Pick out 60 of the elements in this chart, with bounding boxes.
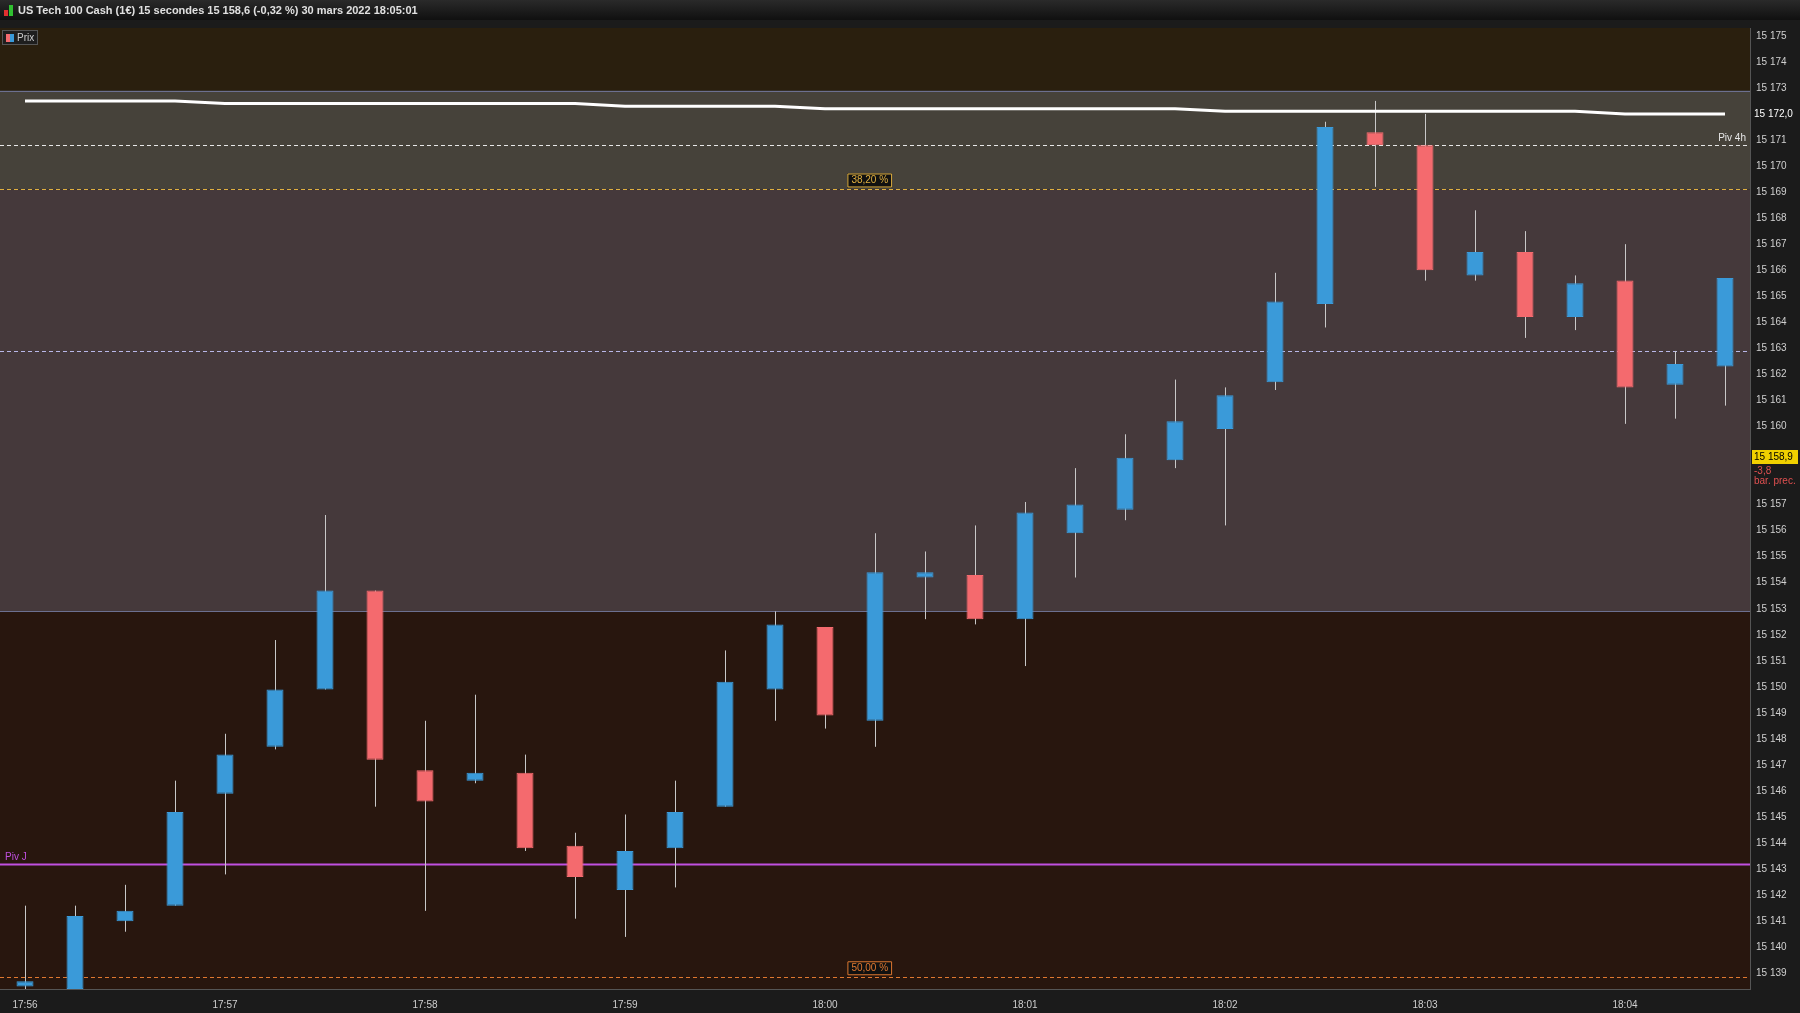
y-tick-label: 15 156 <box>1756 524 1788 536</box>
y-tick-label: 15 149 <box>1756 706 1788 718</box>
y-tick-label: 15 166 <box>1756 263 1788 275</box>
y-tick-label: 15 140 <box>1756 941 1788 953</box>
y-tick-label: 15 165 <box>1756 290 1788 301</box>
y-tick-label: 15 163 <box>1756 342 1788 354</box>
candlestick <box>1666 350 1684 420</box>
ref-line-label: Piv J <box>5 851 27 863</box>
y-tick-label: 15 155 <box>1756 550 1788 562</box>
y-tick-label: 15 170 <box>1756 159 1788 171</box>
x-tick-label: 18:04 <box>1612 998 1638 1010</box>
y-tick-label: 15 141 <box>1756 915 1788 927</box>
y-tick-label: 15 164 <box>1756 316 1788 328</box>
x-tick-label: 17:57 <box>212 998 238 1010</box>
y-tick-label: 15 161 <box>1756 394 1788 406</box>
chart-title: US Tech 100 Cash (1€) 15 secondes 15 158,6 (-0,32 %) 30 mars 2022 18:05:01 <box>18 4 418 16</box>
y-tick-label: 15 139 <box>1756 967 1788 979</box>
candlestick <box>466 694 484 784</box>
text: -3,8 <box>1754 464 1772 476</box>
candlestick <box>116 884 134 933</box>
y-tick-label: 15 152 <box>1756 628 1788 640</box>
candlestick <box>1466 209 1484 282</box>
x-tick-label: 18:00 <box>812 998 838 1010</box>
y-tick-label: 15 147 <box>1756 758 1788 770</box>
text: 15 172,0 <box>1754 107 1794 119</box>
y-tick-label: 15 148 <box>1756 732 1788 744</box>
y-tick-label: 15 151 <box>1756 654 1788 666</box>
y-tick-label: 15 167 <box>1756 237 1788 249</box>
y-tick-label: 15 154 <box>1756 576 1788 588</box>
y-tick-label: 15 171 <box>1756 133 1788 145</box>
y-tick-label: 15 175 <box>1756 29 1788 41</box>
y-tick-label: 15 157 <box>1756 498 1788 510</box>
y-tick-label: 15 145 <box>1756 810 1788 822</box>
x-tick-label: 17:59 <box>612 998 638 1010</box>
candlestick <box>16 905 34 990</box>
candlestick <box>916 550 934 620</box>
text: 15 158,9 <box>1754 450 1794 462</box>
text: bar. prec. <box>1754 474 1796 486</box>
annotation: 38,20 % <box>851 174 889 186</box>
x-tick-label: 18:03 <box>1412 998 1438 1010</box>
y-tick-label: 15 174 <box>1756 55 1788 67</box>
y-tick-label: 15 173 <box>1756 81 1788 93</box>
annotation: 50,00 % <box>851 962 889 974</box>
y-tick-label: 15 169 <box>1756 185 1788 197</box>
y-tick-label: 15 144 <box>1756 836 1788 848</box>
candlestick <box>1366 100 1384 188</box>
y-tick-label: 15 153 <box>1756 602 1788 614</box>
legend-label: Prix <box>17 32 35 43</box>
y-tick-label: 15 150 <box>1756 680 1788 692</box>
x-tick-label: 17:58 <box>412 998 438 1010</box>
y-tick-label: 15 146 <box>1756 784 1788 796</box>
y-tick-label: 15 162 <box>1756 368 1788 380</box>
y-tick-label: 15 143 <box>1756 862 1788 874</box>
ref-line-label: Piv 4h <box>1718 132 1746 144</box>
y-tick-label: 15 168 <box>1756 211 1788 223</box>
y-tick-label: 15 160 <box>1756 420 1788 432</box>
y-tick-label: 15 142 <box>1756 888 1788 900</box>
x-tick-label: 18:01 <box>1012 998 1038 1010</box>
x-tick-label: 17:56 <box>12 998 38 1010</box>
x-tick-label: 18:02 <box>1212 998 1238 1010</box>
